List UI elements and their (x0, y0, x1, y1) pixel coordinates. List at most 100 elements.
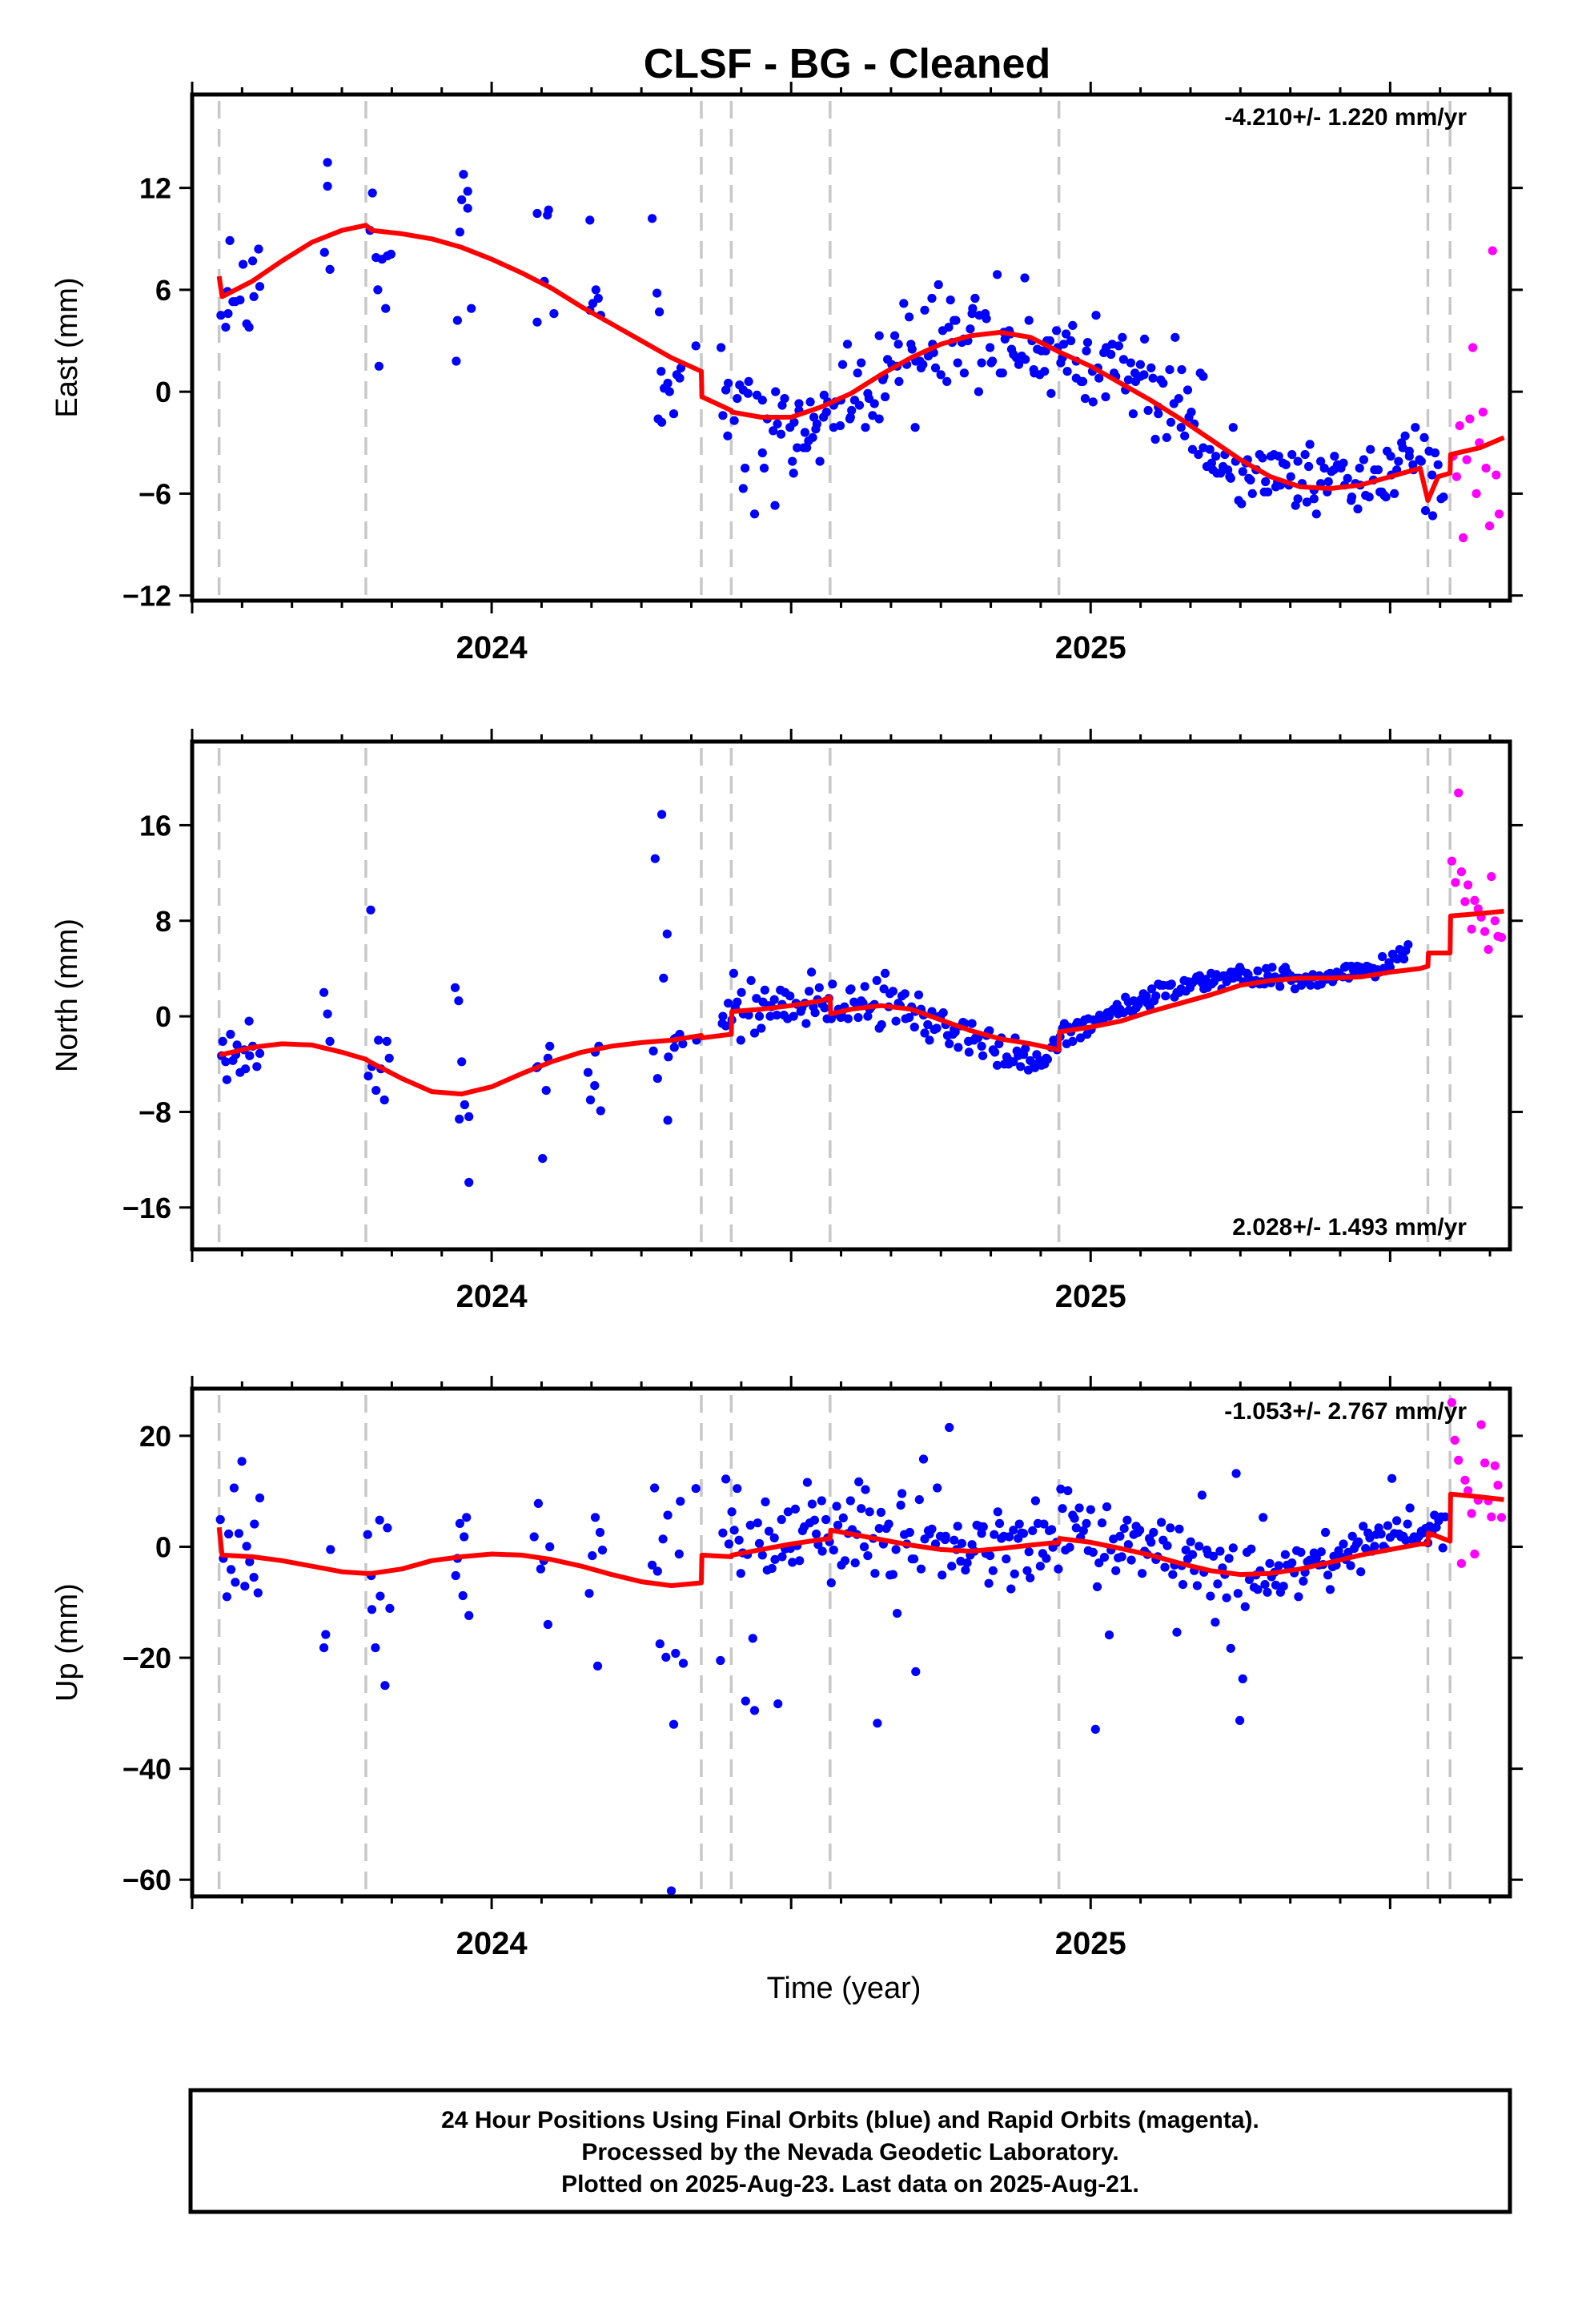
up-final-point (1126, 1555, 1136, 1565)
up-final-point (363, 1530, 372, 1539)
east-final-point (1216, 468, 1226, 478)
up-final-point (918, 1454, 929, 1464)
north-final-point (757, 1023, 766, 1033)
east-final-point (733, 394, 742, 404)
up-final-point (945, 1422, 954, 1433)
north-final-point (900, 989, 909, 999)
east-final-point (1274, 452, 1283, 461)
north-final-point (384, 1053, 394, 1063)
up-final-point (1099, 1553, 1110, 1562)
east-final-point (549, 309, 559, 319)
up-final-point (1028, 1526, 1038, 1535)
up-final-point (1222, 1593, 1231, 1602)
up-final-point (1376, 1529, 1386, 1539)
east-rapid-point (1485, 521, 1495, 531)
up-final-point (242, 1542, 251, 1551)
east-final-point (970, 293, 980, 304)
east-final-point (1309, 494, 1319, 504)
east-final-point (1293, 494, 1303, 504)
up-final-point (916, 1564, 926, 1574)
up-final-point (1074, 1503, 1084, 1513)
east-final-point (780, 394, 789, 404)
north-final-point (1378, 951, 1387, 962)
east-final-point (225, 235, 235, 245)
north-final-point (938, 1008, 948, 1018)
up-ytick-label: −20 (122, 1642, 171, 1675)
up-final-point (788, 1558, 797, 1567)
north-final-point (860, 982, 869, 991)
up-final-point (227, 1565, 236, 1574)
east-final-point (1140, 334, 1150, 344)
north-final-point (814, 983, 824, 992)
east-ytick-label: 6 (155, 274, 171, 307)
north-rapid-point (1456, 867, 1466, 877)
east-final-point (249, 292, 259, 301)
north-final-point (221, 1057, 231, 1067)
east-final-point (819, 390, 829, 400)
up-final-point (597, 1546, 608, 1555)
north-final-point (1021, 1043, 1030, 1053)
east-final-point (1094, 373, 1104, 383)
north-final-point (1439, 0, 1447, 5)
up-final-point (1002, 1554, 1011, 1564)
up-final-point (933, 1483, 942, 1493)
east-final-point (1304, 461, 1314, 472)
north-final-point (657, 810, 667, 819)
north-final-point (721, 1021, 731, 1031)
east-final-point (254, 244, 263, 254)
up-final-point (854, 1477, 864, 1486)
up-rapid-point (1454, 1455, 1464, 1465)
east-final-point (652, 288, 662, 298)
east-final-point (1135, 360, 1145, 369)
east-final-point (881, 392, 890, 402)
east-final-point (1319, 464, 1329, 473)
east-final-point (1364, 493, 1374, 502)
east-final-point (648, 214, 657, 223)
north-final-point (843, 1014, 853, 1023)
north-final-point (923, 1019, 933, 1030)
east-final-point (738, 484, 748, 493)
up-final-point (1339, 1539, 1348, 1549)
north-final-point (1433, 0, 1442, 5)
up-final-point (757, 1550, 767, 1560)
east-final-point (847, 405, 857, 416)
east-final-point (1114, 341, 1123, 351)
east-final-point (1052, 326, 1062, 336)
east-final-point (959, 368, 969, 378)
east-final-point (1286, 472, 1295, 481)
up-final-point (1274, 1561, 1283, 1570)
east-final-point (1228, 423, 1238, 432)
up-final-point (1022, 1566, 1032, 1575)
east-plot-area (192, 94, 1510, 601)
up-final-point (1226, 1643, 1235, 1653)
east-final-point (993, 270, 1002, 279)
east-final-point (1386, 452, 1395, 461)
east-final-point (837, 360, 848, 369)
east-final-point (988, 356, 998, 366)
east-final-point (1373, 465, 1383, 475)
north-xtick-label: 2024 (456, 1279, 528, 1314)
east-final-point (1126, 358, 1135, 368)
east-final-point (1416, 456, 1426, 466)
north-rapid-point (1447, 856, 1456, 866)
east-final-point (463, 203, 472, 213)
east-final-point (966, 324, 975, 334)
up-final-point (674, 1549, 684, 1559)
north-final-point (255, 1048, 265, 1058)
north-final-point (807, 967, 817, 977)
north-final-point (244, 1016, 254, 1026)
up-final-point (733, 1484, 742, 1494)
east-final-point (585, 215, 595, 225)
east-final-point (1433, 460, 1443, 469)
east-final-point (757, 396, 767, 405)
north-final-point (913, 990, 924, 999)
up-final-point (978, 1522, 988, 1532)
north-final-point (754, 1011, 765, 1021)
up-final-point (1168, 1570, 1178, 1579)
east-final-point (593, 293, 603, 304)
north-final-point (218, 1036, 227, 1046)
up-final-point (1235, 1715, 1245, 1725)
north-final-point (990, 1047, 1000, 1057)
east-final-point (777, 400, 787, 410)
up-final-point (1354, 1537, 1363, 1546)
